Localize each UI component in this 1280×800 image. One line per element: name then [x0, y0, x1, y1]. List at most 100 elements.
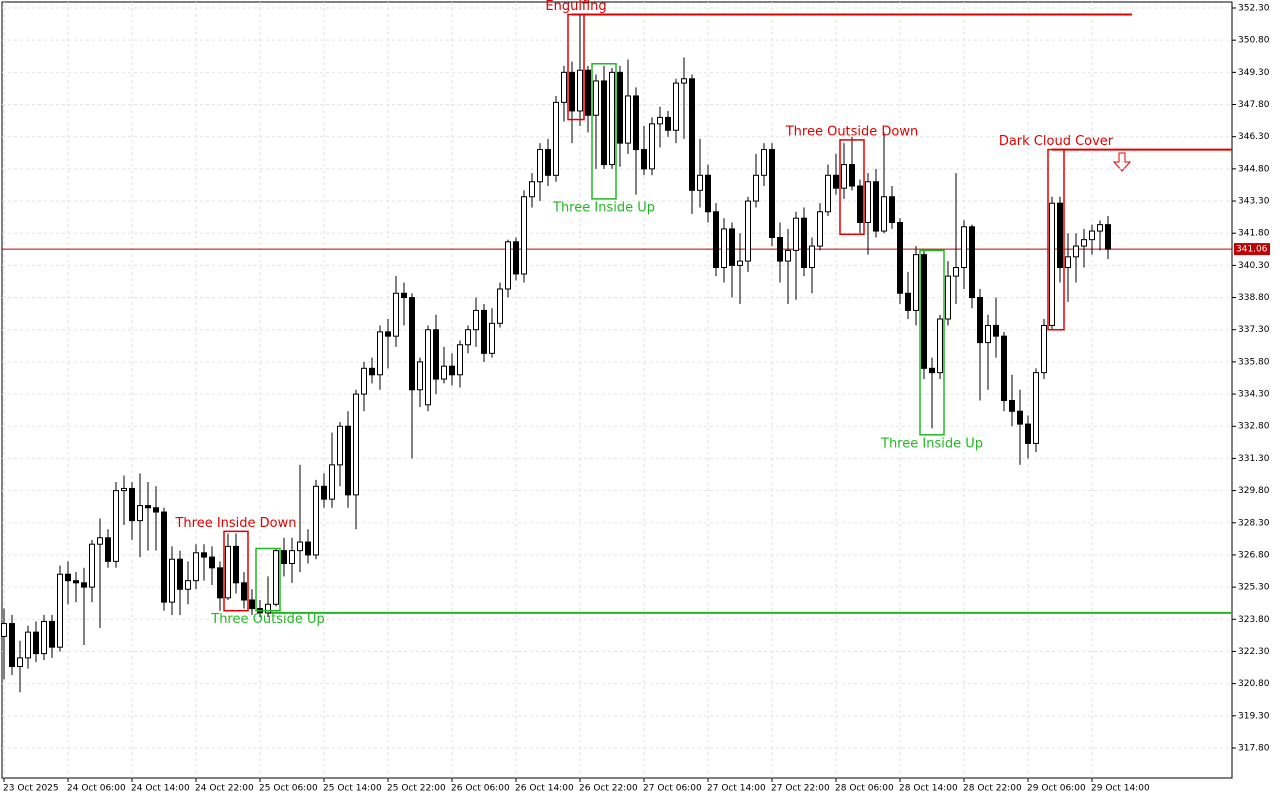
x-tick-label: 25 Oct 14:00 — [323, 784, 382, 794]
candle-body — [745, 200, 751, 262]
candle-body — [153, 507, 159, 513]
candle-body — [1057, 202, 1063, 269]
candle-body — [145, 505, 151, 509]
candle-body — [161, 511, 167, 603]
x-tick-label: 26 Oct 22:00 — [579, 784, 638, 794]
x-tick-label: 29 Oct 06:00 — [1027, 784, 1086, 794]
candle-body — [833, 174, 839, 189]
candle-body — [9, 623, 15, 667]
y-tick-label: 319.30 — [1238, 711, 1270, 721]
candle-body — [425, 329, 431, 406]
candle-body — [793, 217, 799, 251]
candle-body — [801, 217, 807, 269]
y-tick-label: 317.80 — [1238, 743, 1270, 753]
candle-body — [825, 174, 831, 213]
y-tick-label: 335.80 — [1238, 357, 1270, 367]
candle-body — [841, 164, 847, 189]
y-tick-label: 326.80 — [1238, 550, 1270, 560]
candle-body — [137, 505, 143, 522]
candle-body — [241, 582, 247, 601]
candle-body — [521, 196, 527, 275]
candle-body — [249, 599, 255, 610]
candle-body — [369, 367, 375, 376]
candle-body — [321, 485, 327, 500]
candle-body — [921, 254, 927, 369]
candle-body — [697, 174, 703, 191]
candle-body — [961, 226, 967, 269]
candle-body — [1065, 256, 1071, 269]
candle-body — [313, 485, 319, 556]
sell-arrow — [1112, 152, 1132, 172]
candle-body — [777, 237, 783, 262]
candle-body — [41, 620, 47, 655]
candle-body — [769, 149, 775, 239]
candle-body — [297, 541, 303, 552]
y-tick-label: 328.30 — [1238, 518, 1270, 528]
candle-body — [609, 71, 615, 166]
candle-body — [1017, 410, 1023, 425]
x-tick-label: 24 Oct 06:00 — [67, 784, 126, 794]
x-tick-label: 27 Oct 06:00 — [643, 784, 702, 794]
candle-body — [529, 181, 535, 198]
candle-body — [553, 101, 559, 176]
y-tick-label: 337.30 — [1238, 325, 1270, 335]
candle-body — [897, 221, 903, 294]
candle-body — [57, 573, 63, 648]
x-tick-label: 28 Oct 14:00 — [899, 784, 958, 794]
candle-body — [377, 331, 383, 376]
candle-body — [865, 181, 871, 223]
candle-body — [545, 149, 551, 176]
pattern-label: Three Outside Up — [210, 612, 324, 627]
candle-body — [185, 580, 191, 590]
candle-body — [401, 292, 407, 299]
candle-body — [1009, 400, 1015, 412]
candle-body — [633, 95, 639, 151]
candle-body — [977, 297, 983, 344]
y-tick-label: 341.80 — [1238, 229, 1270, 239]
x-tick-label: 27 Oct 14:00 — [707, 784, 766, 794]
candle-body — [849, 164, 855, 187]
candle-body — [505, 241, 511, 290]
candle-body — [97, 537, 103, 545]
candle-body — [969, 226, 975, 299]
y-tick-label: 352.30 — [1238, 4, 1270, 14]
candle-body — [681, 78, 687, 84]
y-tick-label: 350.80 — [1238, 36, 1270, 46]
candle-body — [561, 71, 567, 103]
candle-body — [569, 71, 575, 112]
y-tick-label: 343.30 — [1238, 197, 1270, 207]
candle-body — [17, 657, 23, 667]
candle-body — [209, 556, 215, 569]
candle-body — [537, 149, 543, 183]
candle-body — [705, 174, 711, 213]
candle-body — [1033, 372, 1039, 444]
candle-body — [497, 288, 503, 324]
pattern-label: Dark Cloud Cover — [999, 134, 1114, 149]
y-tick-label: 349.30 — [1238, 68, 1270, 78]
candle-body — [361, 367, 367, 395]
candle-body — [585, 69, 591, 116]
x-tick-label: 27 Oct 22:00 — [771, 784, 830, 794]
pattern-label: Three Inside Up — [880, 436, 983, 451]
candle-body — [193, 552, 199, 582]
candle-body — [617, 71, 623, 144]
candle-body — [281, 550, 287, 565]
candle-body — [201, 552, 207, 558]
candle-body — [729, 228, 735, 266]
candle-body — [913, 254, 919, 311]
candle-body — [449, 365, 455, 376]
candle-body — [809, 245, 815, 269]
candle-body — [945, 275, 951, 320]
x-tick-label: 25 Oct 22:00 — [387, 784, 446, 794]
candle-body — [217, 567, 223, 599]
candle-body — [713, 211, 719, 269]
candle-body — [473, 309, 479, 331]
candle-body — [601, 80, 607, 166]
candle-body — [1, 623, 7, 637]
candle-body — [225, 545, 231, 599]
candle-body — [889, 196, 895, 223]
candle-body — [105, 537, 111, 562]
last-price-label: 341.06 — [1236, 245, 1268, 255]
candle-body — [25, 631, 31, 659]
